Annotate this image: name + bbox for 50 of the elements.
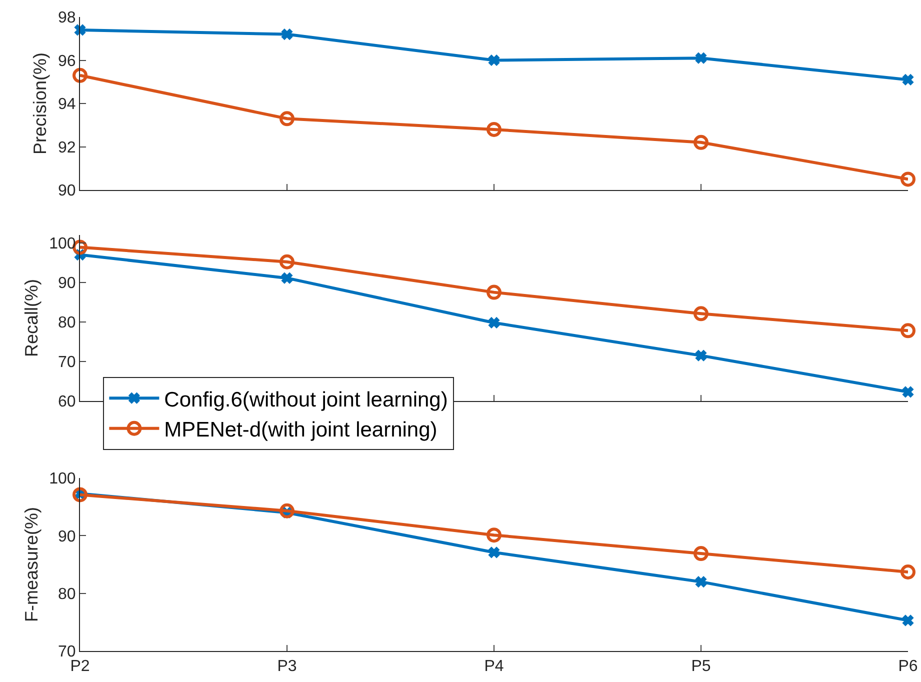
point	[488, 317, 500, 328]
point	[694, 306, 708, 322]
y-axis-title: F-measure(%)	[21, 506, 42, 622]
point	[74, 24, 86, 36]
y-axis-title: Recall(%)	[21, 278, 42, 358]
y-tick-label: 100	[49, 236, 76, 252]
point	[488, 54, 500, 66]
y-tick-label: 92	[58, 139, 76, 156]
x-tick-label: P5	[691, 658, 711, 676]
x-tick-label: P4	[484, 658, 504, 676]
point	[900, 323, 916, 338]
y-tick-label: 70	[58, 644, 76, 661]
y-tick-label: 94	[58, 96, 76, 114]
y-tick-label: 70	[58, 354, 76, 372]
point	[900, 564, 916, 580]
point	[695, 52, 707, 64]
y-axis-title: Precision(%)	[30, 52, 50, 155]
y-tick-label: 96	[58, 52, 76, 70]
point	[694, 546, 708, 562]
point	[695, 576, 707, 588]
legend-label: MPENet-d(with joint learning)	[164, 418, 438, 442]
point	[72, 68, 88, 83]
point	[900, 172, 916, 187]
y-tick-label: 90	[58, 528, 76, 546]
point	[280, 503, 294, 518]
legend-label: Config.6(without joint learning)	[164, 388, 448, 412]
point	[488, 546, 500, 558]
x-tick-label: P2	[70, 658, 90, 676]
point	[281, 272, 293, 284]
y-tick-label: 90	[58, 275, 76, 292]
y-tick-label: 80	[58, 314, 76, 332]
x-tick-label: P6	[898, 658, 918, 676]
point	[72, 487, 88, 502]
point	[486, 528, 502, 543]
point	[486, 122, 502, 137]
y-tick-label: 90	[58, 182, 76, 200]
point	[281, 28, 293, 40]
point	[695, 350, 707, 362]
x-tick-label: P3	[277, 658, 297, 676]
y-tick-label: 100	[49, 470, 76, 488]
point	[280, 254, 294, 270]
point	[694, 134, 708, 150]
y-tick-label: 80	[58, 586, 76, 603]
y-tick-label: 98	[58, 10, 76, 27]
point	[902, 74, 914, 86]
y-tick-label: 60	[58, 394, 76, 411]
point	[902, 386, 914, 398]
point	[486, 284, 502, 300]
point	[902, 614, 914, 626]
point	[280, 111, 294, 126]
